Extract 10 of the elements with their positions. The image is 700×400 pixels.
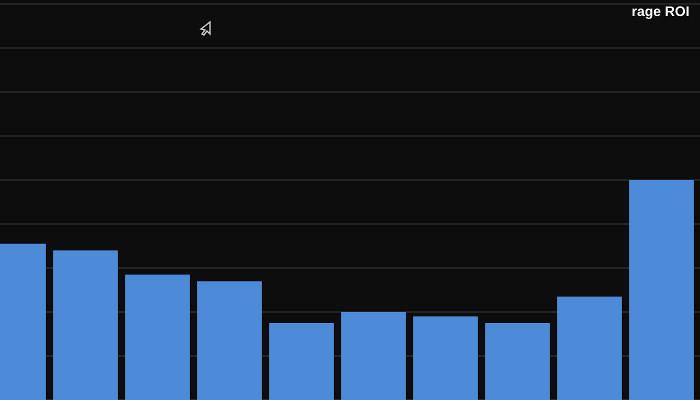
bar [197, 281, 262, 400]
bar [629, 180, 694, 400]
bar [485, 323, 550, 400]
bar [413, 316, 478, 400]
bar [341, 312, 406, 400]
bar [125, 274, 190, 400]
bar [53, 250, 118, 400]
bar [557, 296, 622, 400]
bar [269, 323, 334, 400]
chart-title: rage ROI [632, 6, 689, 19]
